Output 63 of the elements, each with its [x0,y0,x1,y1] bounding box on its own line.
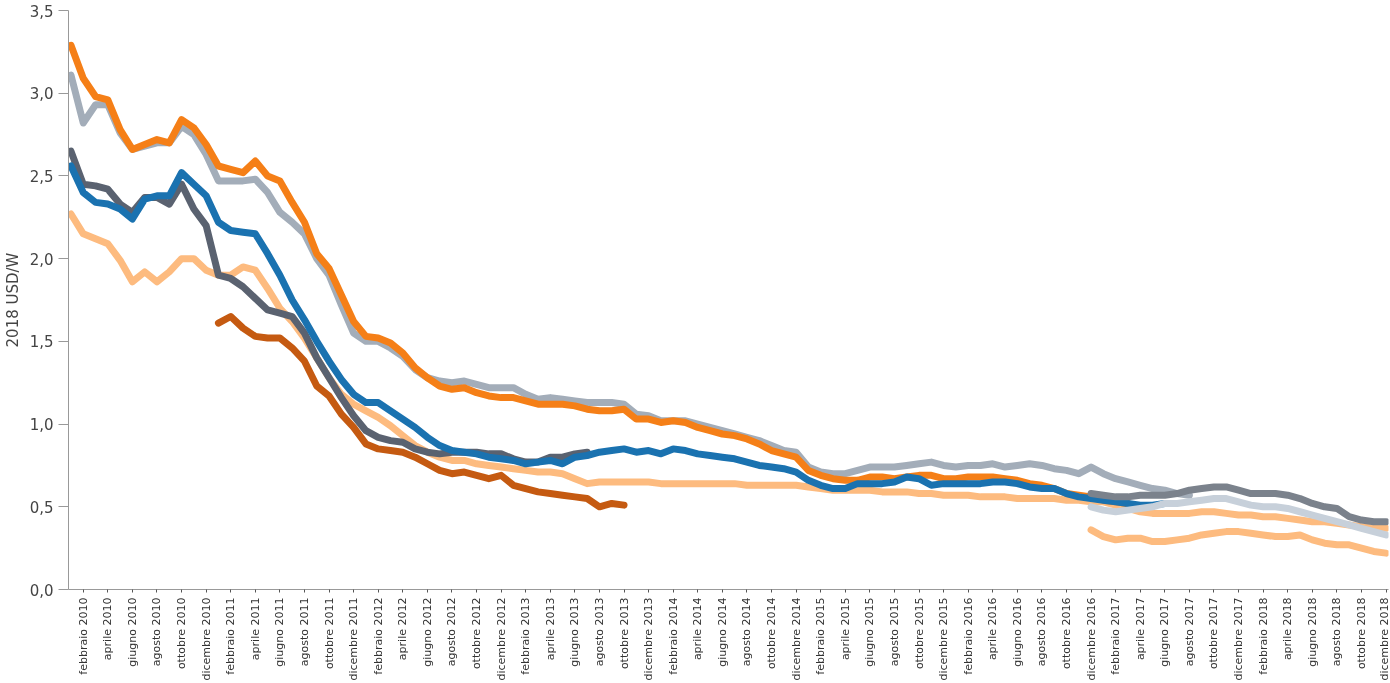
x-tick-label: giugno 2018 [1305,597,1319,667]
x-tick-label: dicembre 2014 [789,597,803,681]
x-tick-label: dicembre 2018 [1377,597,1390,681]
x-tick-label: aprile 2013 [543,597,557,661]
x-tick-label: ottobre 2018 [1354,597,1368,670]
x-tick-label: aprile 2011 [248,597,262,661]
x-tick-label: giugno 2014 [715,597,729,667]
x-tick-label: aprile 2012 [396,597,410,661]
x-tick-label: aprile 2017 [1133,597,1147,661]
x-tick-label: giugno 2010 [125,597,139,667]
x-tick-label: giugno 2016 [1010,597,1024,667]
y-tick-label: 0,5 [29,498,54,517]
y-axis-title: 2018 USD/W [3,252,22,348]
x-tick-label: ottobre 2017 [1207,597,1221,670]
x-tick-label: dicembre 2016 [1084,597,1098,681]
x-tick-label: dicembre 2017 [1232,597,1246,681]
y-tick-label: 0,0 [29,581,54,600]
x-tick-label: febbraio 2016 [961,597,975,675]
x-tick-label: dicembre 2010 [199,597,213,681]
x-tick-label: ottobre 2010 [175,597,189,670]
x-tick-label: giugno 2013 [568,597,582,667]
x-tick-label: aprile 2015 [838,597,852,661]
x-tick-label: dicembre 2012 [494,597,508,681]
x-tick-label: dicembre 2011 [347,597,361,681]
x-tick-label: febbraio 2015 [814,597,828,675]
x-tick-label: giugno 2012 [420,597,434,667]
x-tick-label: febbraio 2018 [1256,597,1270,675]
x-tick-label: ottobre 2012 [470,597,484,670]
x-tick-label: dicembre 2015 [937,597,951,681]
x-tick-label: aprile 2018 [1281,597,1295,661]
x-tick-label: ottobre 2016 [1059,597,1073,670]
x-tick-label: giugno 2017 [1158,597,1172,667]
x-tick-label: agosto 2018 [1330,597,1344,667]
x-tick-label: agosto 2010 [150,597,164,667]
x-tick-label: febbraio 2013 [519,597,533,675]
x-tick-label: agosto 2011 [297,597,311,667]
x-tick-label: ottobre 2013 [617,597,631,670]
y-tick-label: 2,0 [29,250,54,269]
x-tick-label: aprile 2016 [986,597,1000,661]
y-tick-label: 2,5 [29,167,54,186]
x-tick-label: giugno 2015 [863,597,877,667]
x-tick-label: aprile 2014 [691,597,705,661]
x-tick-label: giugno 2011 [273,597,287,667]
x-tick-label: febbraio 2010 [76,597,90,675]
x-tick-label: agosto 2015 [887,597,901,667]
y-tick-label: 1,5 [29,333,54,352]
x-tick-label: febbraio 2011 [224,597,238,675]
x-tick-label: agosto 2012 [445,597,459,667]
y-tick-label: 3,0 [29,85,54,104]
x-tick-label: dicembre 2013 [642,597,656,681]
y-tick-label: 3,5 [29,2,54,21]
x-tick-label: agosto 2014 [740,597,754,667]
x-tick-label: agosto 2017 [1182,597,1196,667]
x-tick-label: ottobre 2015 [912,597,926,670]
x-tick-label: ottobre 2011 [322,597,336,670]
x-tick-label: agosto 2016 [1035,597,1049,667]
x-tick-label: aprile 2010 [101,597,115,661]
y-tick-label: 1,0 [29,416,54,435]
x-tick-label: agosto 2013 [592,597,606,667]
x-tick-label: febbraio 2017 [1109,597,1123,675]
x-tick-label: febbraio 2012 [371,597,385,675]
x-tick-label: febbraio 2014 [666,597,680,675]
x-tick-label: ottobre 2014 [765,597,779,670]
